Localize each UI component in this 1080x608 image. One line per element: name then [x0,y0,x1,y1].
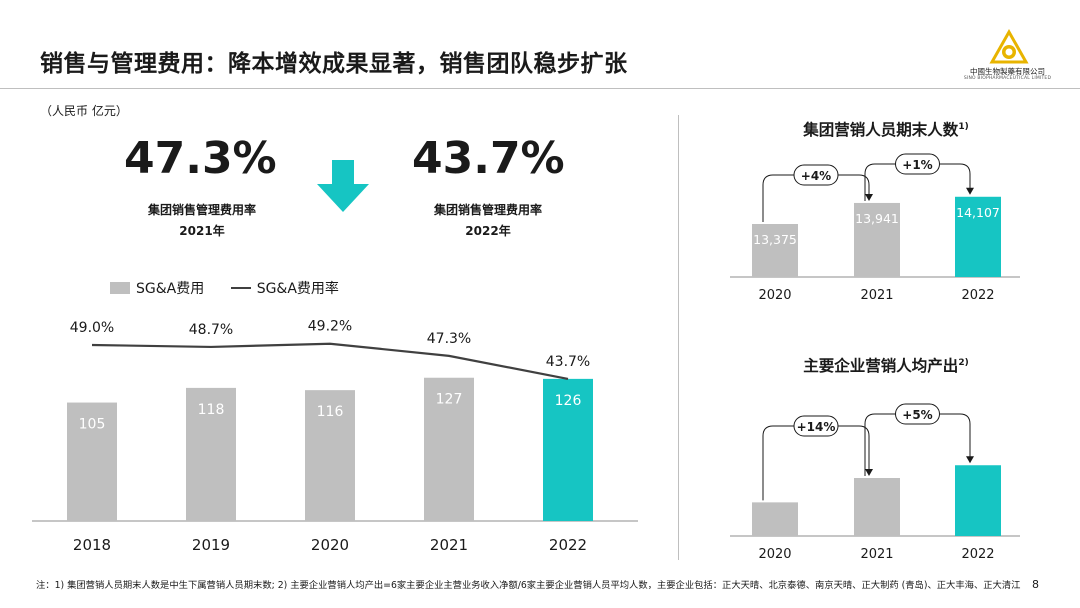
sga-chart: 105 2018 118 2019 116 2020 127 2021 126 2022 49.0%… [32,319,638,554]
x-tick-2020: 2020 [311,536,349,554]
growth-arrow-output-0 [865,469,873,476]
line-label-rate-2019: 48.7% [189,322,233,338]
growth-pill-output-0 [793,415,839,437]
bar-sga-2020 [305,390,355,521]
kpi-2021-label: 集团销售管理费用率 [147,203,256,217]
x-tick-output-2020: 2020 [758,547,791,562]
sales-headcount-title-text: 集团营销人员期末人数 [803,121,959,139]
x-tick-output-2022: 2022 [961,547,994,562]
bar-label-sga-2020: 116 [317,404,344,420]
sales-output-title-note: 2) [958,357,969,368]
growth-label-output-0: +14% [797,420,836,434]
legend-line-swatch [230,287,251,289]
chart-legend: SG&A费用 SG&A费用率 [110,278,339,298]
bar-output-2020 [752,502,798,536]
bar-headcount-2021 [854,202,900,277]
line-label-rate-2022: 43.7% [546,354,590,370]
page-title: 销售与管理费用：降本增效成果显著，销售团队稳步扩张 [40,51,628,77]
sales-output-chart: 2020 2021 2022 +14% +5% [730,403,1020,562]
growth-arrow-headcount-0 [865,193,873,201]
growth-pill-output-1 [895,403,940,425]
legend-line-label: SG&A费用率 [256,281,339,297]
growth-pill-headcount-0 [793,164,839,186]
growth-label-headcount-0: +4% [801,169,831,183]
line-sga-rate [91,342,569,380]
x-tick-headcount-2020: 2020 [758,288,791,303]
growth-arrow-output-1 [966,456,974,464]
bar-sga-2018 [67,402,117,521]
bar-label-headcount-2021: 13,941 [855,211,899,226]
bar-label-sga-2022: 126 [555,393,582,409]
x-tick-2019: 2019 [192,536,230,554]
growth-arrow-headcount-1 [966,187,974,195]
legend-bar-swatch [110,282,130,294]
title-divider [0,88,1080,89]
growth-label-output-1: +5% [902,408,932,422]
bar-label-sga-2019: 118 [198,402,225,418]
page-number: 8 [1032,578,1039,591]
x-tick-2022: 2022 [549,536,587,554]
bar-headcount-2022 [955,196,1001,277]
panel-divider [678,115,679,560]
sales-headcount-title-note: 1) [958,121,969,132]
x-tick-headcount-2021: 2021 [860,288,893,303]
growth-label-headcount-1: +1% [902,158,932,172]
line-label-rate-2020: 49.2% [308,319,352,335]
kpi-2021-year: 2021年 [179,224,225,238]
bar-sga-2021 [424,377,474,521]
sales-output-title-text: 主要企业营销人均产出 [803,357,959,375]
growth-connector-output-0 [762,425,870,501]
bar-headcount-2020 [752,224,798,277]
bar-label-sga-2018: 105 [79,417,106,433]
arrow-down-icon [317,160,369,212]
line-label-rate-2018: 49.0% [70,320,114,336]
legend-bar-label: SG&A费用 [136,281,205,297]
bar-label-headcount-2022: 14,107 [956,205,1000,220]
growth-pill-headcount-1 [895,153,940,175]
footnote: 注：1) 集团营销人员期末人数是中生下属营销人员期末数; 2) 主要企业营销人均… [36,580,1021,591]
sales-headcount-chart: 13,375 2020 13,941 2021 14,107 2022 +4% +1% [730,153,1020,303]
x-tick-output-2021: 2021 [860,547,893,562]
bar-sga-2022 [543,378,593,521]
kpi-2022-year: 2022年 [465,224,511,238]
logo-name-en: SINO BIOPHARMACEUTICAL LIMITED [963,76,1052,81]
logo-name-cn: 中國生物製藥有限公司 [970,67,1045,76]
line-label-rate-2021: 47.3% [427,331,471,347]
kpi-2022-value: 43.7% [412,133,565,184]
bar-label-sga-2021: 127 [436,392,463,408]
bar-sga-2019 [186,387,236,521]
bar-output-2022 [955,465,1001,536]
triangle-sun-logo-icon [989,28,1029,64]
unit-label: （人民币 亿元） [40,104,128,118]
x-tick-2018: 2018 [73,536,111,554]
sales-output-title: 主要企业营销人均产出2) [736,354,1036,376]
bar-label-headcount-2020: 13,375 [753,232,797,247]
kpi-2022-label: 集团销售管理费用率 [433,203,542,217]
kpi-2021-value: 47.3% [124,133,277,184]
x-tick-headcount-2022: 2022 [961,288,994,303]
bar-output-2021 [854,478,900,536]
sales-headcount-title: 集团营销人员期末人数1) [736,118,1036,140]
x-tick-2021: 2021 [430,536,468,554]
